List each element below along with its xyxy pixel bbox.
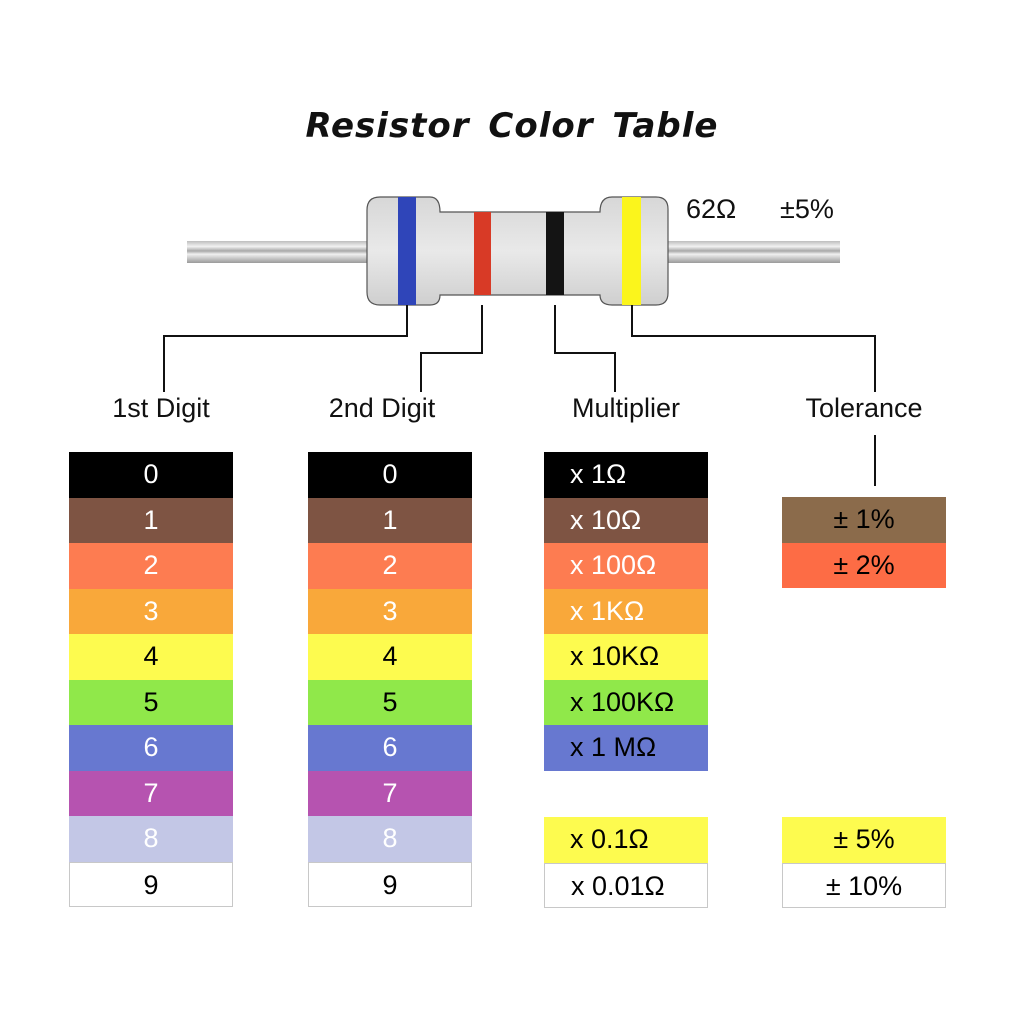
digit-row: 6: [69, 725, 233, 771]
multiplier-table: x 1Ω x 10Ω x 100Ω x 1KΩ x 10KΩ x 100KΩ x 1 MΩ: [544, 452, 708, 771]
digit-row: 8: [69, 816, 233, 862]
band-1st-digit: [398, 197, 416, 305]
digit-row: 8: [308, 816, 472, 862]
multiplier-row: x 0.1Ω: [544, 817, 708, 863]
digit-row: 6: [308, 725, 472, 771]
multiplier-row: x 1Ω: [544, 452, 708, 498]
band-tolerance: [622, 197, 641, 305]
digit-row: 3: [69, 588, 233, 634]
tolerance-row: ± 10%: [782, 862, 946, 908]
digit-row: 5: [308, 679, 472, 725]
digit-row: 2: [69, 543, 233, 589]
resistance-value: 62Ω: [686, 194, 737, 224]
right-lead: [664, 241, 840, 263]
band-2nd-digit: [474, 212, 491, 295]
leader-tolerance: [631, 305, 876, 392]
band-multiplier: [546, 212, 564, 295]
label-1st-digit: 1st Digit: [112, 393, 210, 423]
label-tolerance: Tolerance: [805, 393, 923, 423]
tolerance-table: ± 1% ± 2%: [782, 497, 946, 588]
tolerance-value: ±5%: [780, 194, 834, 224]
digit-row: 9: [308, 861, 472, 907]
multiplier-row: x 10Ω: [544, 497, 708, 543]
leader-1st-digit: [163, 305, 408, 392]
multiplier-row: x 1KΩ: [544, 588, 708, 634]
multiplier-row: x 10KΩ: [544, 634, 708, 680]
digit-row: 0: [308, 452, 472, 498]
multiplier-special-table: x 0.1Ω x 0.01Ω: [544, 817, 708, 908]
tolerance-row: ± 2%: [782, 542, 946, 588]
multiplier-row: x 1 MΩ: [544, 725, 708, 771]
digit-row: 2: [308, 543, 472, 589]
multiplier-row: x 100Ω: [544, 543, 708, 589]
multiplier-row: x 0.01Ω: [544, 862, 708, 908]
digit-row: 7: [69, 770, 233, 816]
resistor-body: [366, 196, 669, 306]
tolerance-row: ± 1%: [782, 497, 946, 543]
digit-row: 4: [308, 634, 472, 680]
digit-row: 1: [308, 497, 472, 543]
leader-2nd-digit: [420, 305, 483, 392]
digit-row: 5: [69, 679, 233, 725]
digit-row: 7: [308, 770, 472, 816]
left-lead: [187, 241, 372, 263]
digit-row: 1: [69, 497, 233, 543]
digit-row: 0: [69, 452, 233, 498]
digit-row: 9: [69, 861, 233, 907]
tolerance-row: ± 5%: [782, 817, 946, 863]
tolerance-special-table: ± 5% ± 10%: [782, 817, 946, 908]
multiplier-row: x 100KΩ: [544, 679, 708, 725]
leader-multiplier: [554, 305, 616, 392]
digit-row: 3: [308, 588, 472, 634]
page-title: Resistor Color Table: [305, 106, 719, 146]
label-multiplier: Multiplier: [571, 393, 681, 423]
label-2nd-digit: 2nd Digit: [328, 393, 436, 423]
digit-row: 4: [69, 634, 233, 680]
